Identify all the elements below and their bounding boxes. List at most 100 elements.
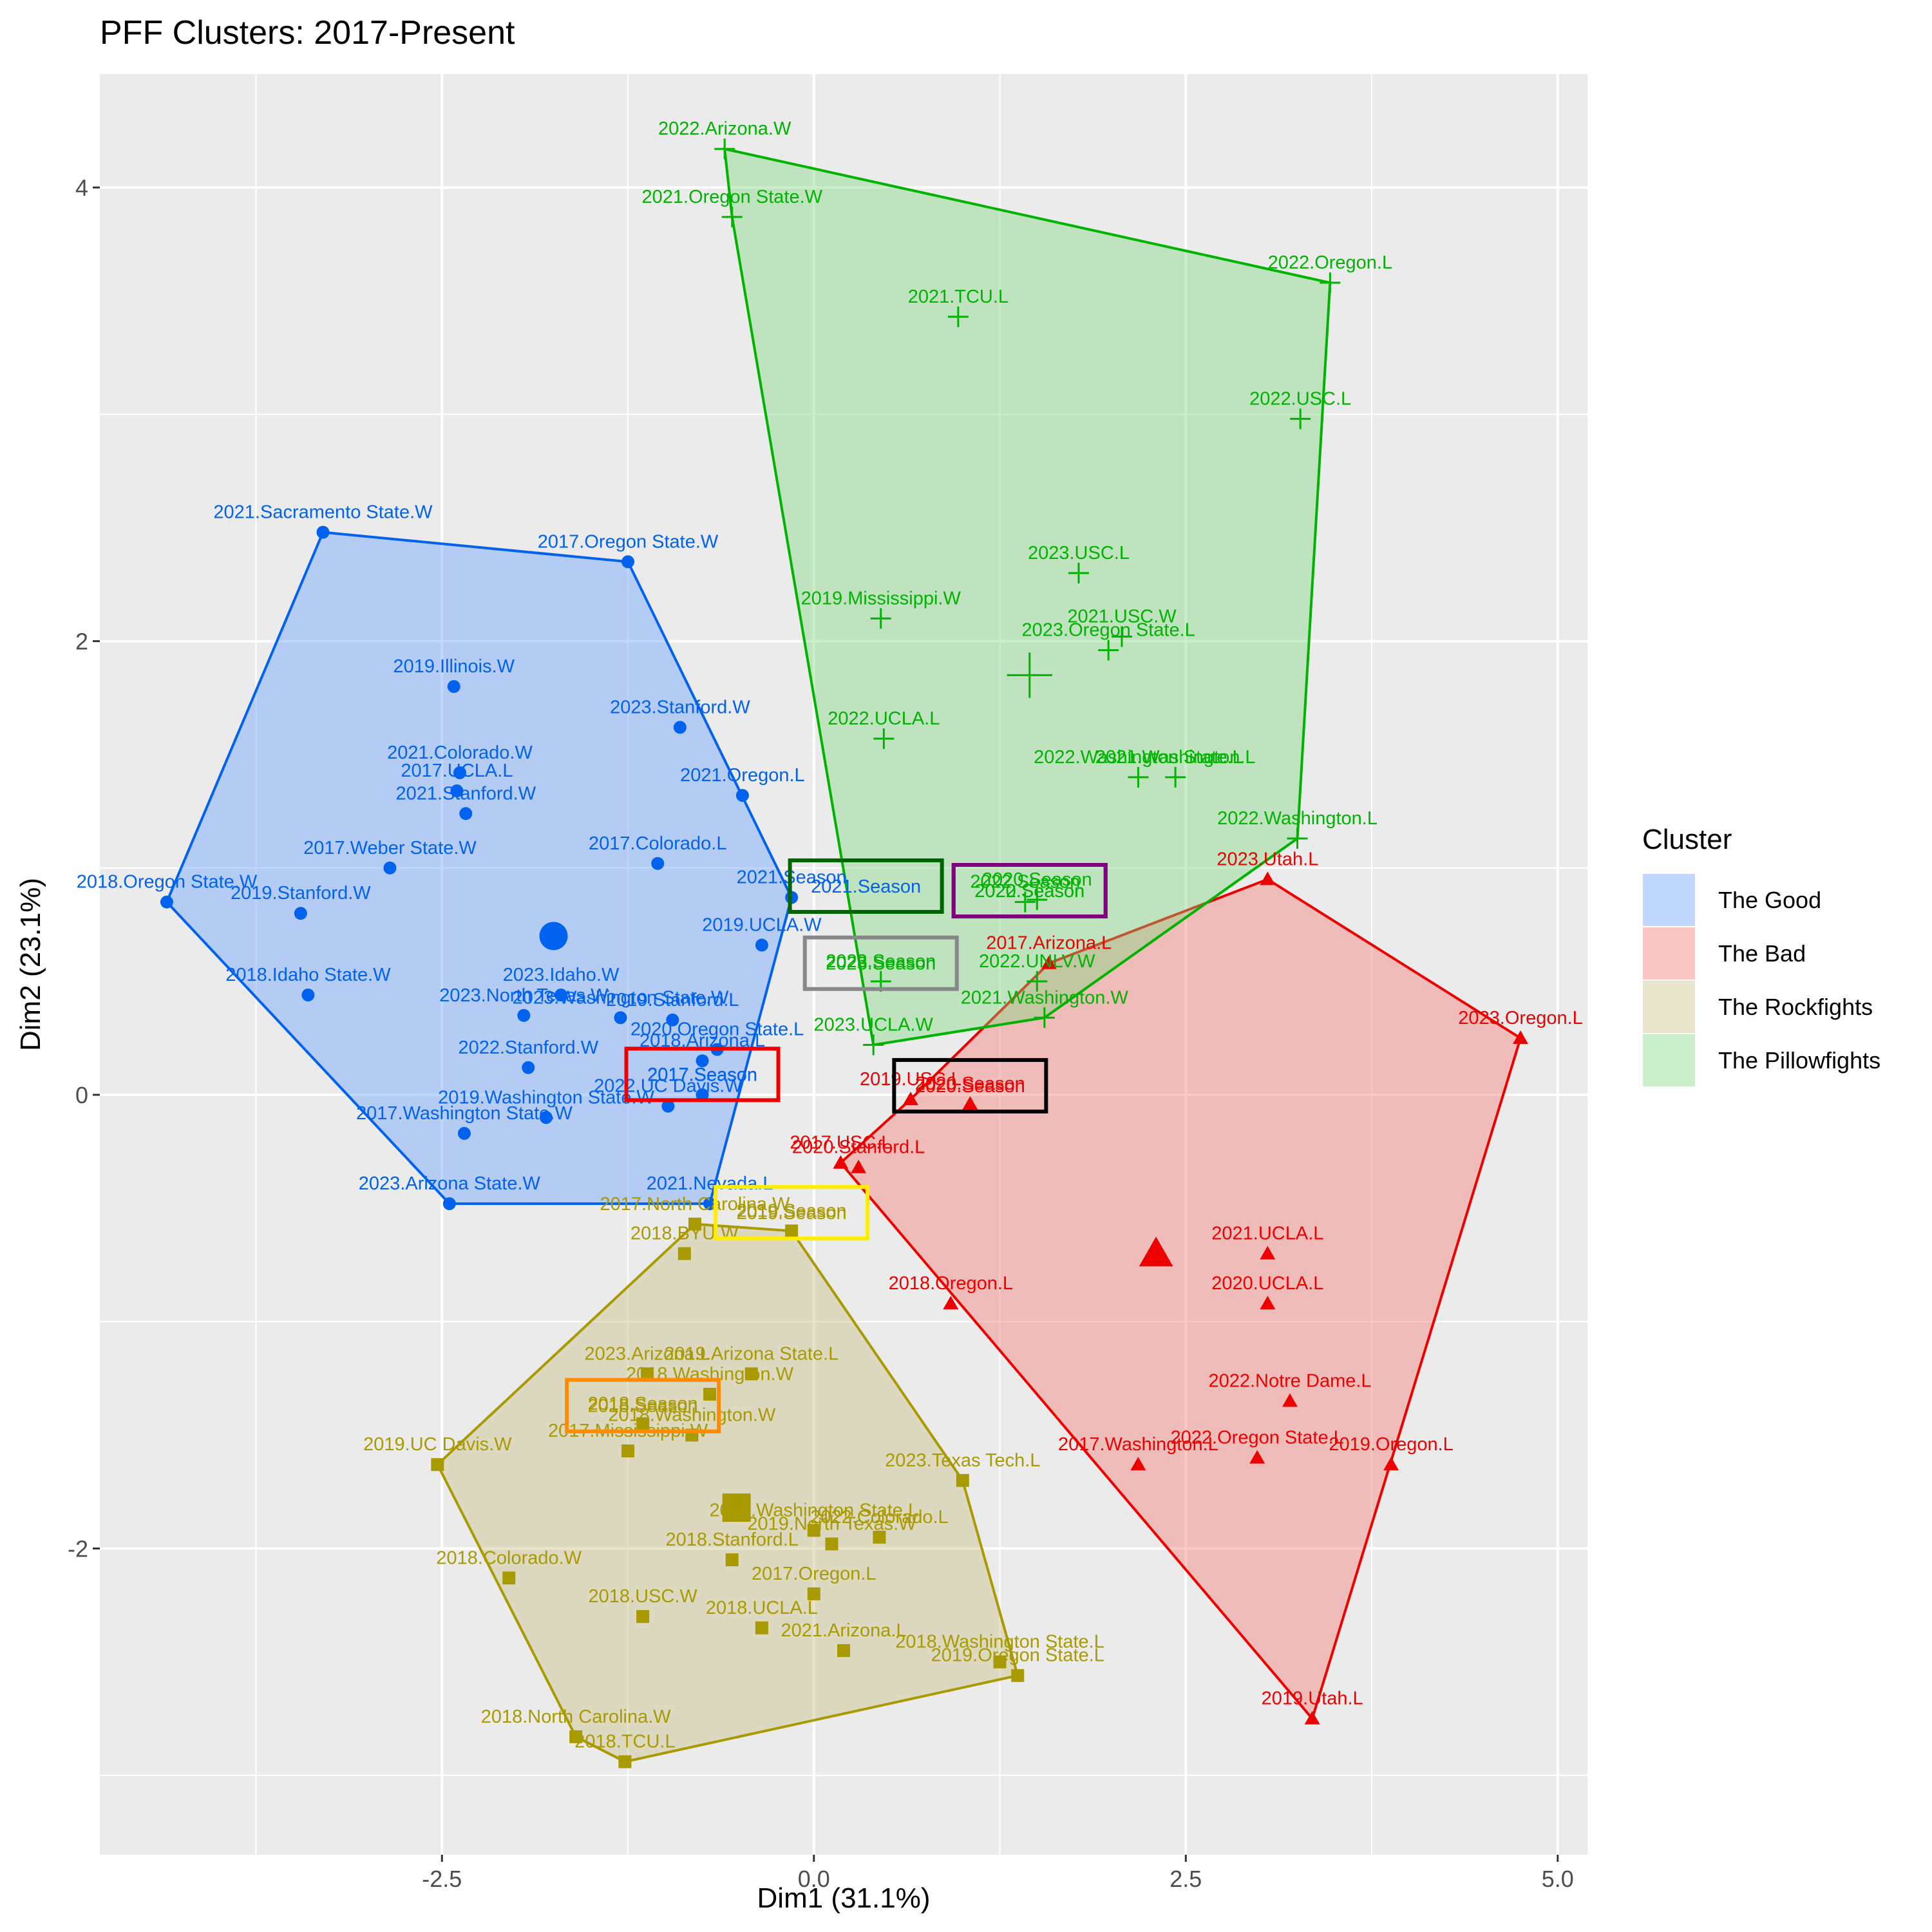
point-marker — [1011, 1669, 1025, 1682]
point-label: 2019.Arizona State.L — [664, 1343, 838, 1364]
point-marker — [721, 206, 743, 227]
point-label: 2022.Washington.L — [1217, 808, 1378, 829]
point-marker — [744, 1367, 758, 1381]
legend-title: Cluster — [1642, 824, 1732, 855]
point-marker — [294, 907, 307, 920]
point-marker — [1383, 1457, 1399, 1471]
point-label: 2017.North Carolina.W — [600, 1194, 791, 1215]
point-label: 2022.UNLV.W — [979, 951, 1095, 972]
point-marker — [755, 1621, 768, 1634]
season-box — [565, 1378, 721, 1434]
point-marker — [431, 1458, 444, 1472]
season-box-label: 2023.Season — [826, 954, 936, 974]
x-tick-label: -2.5 — [422, 1866, 462, 1892]
point-label: 2017.Season — [647, 1065, 757, 1085]
cluster-center-marker — [1007, 652, 1052, 698]
point-label: 2017.USC.L — [790, 1133, 891, 1153]
point-labels: 2021.Sacramento State.W 2017.Oregon State… — [77, 118, 1583, 1752]
grid-lines — [100, 74, 1587, 1855]
point-label: 2022.Season — [970, 872, 1080, 893]
point-label: 2018.Season — [588, 1394, 698, 1414]
point-marker — [540, 1111, 553, 1124]
point-marker — [450, 784, 464, 798]
point-label: 2021.USC.W — [1067, 607, 1177, 627]
season-box — [802, 935, 959, 991]
point-label: 2023.Stanford.W — [610, 697, 750, 717]
legend-key — [1642, 1033, 1696, 1088]
point-marker — [636, 1417, 650, 1430]
point-label: 2021.Nevada.L — [647, 1173, 773, 1194]
point-marker — [554, 989, 568, 1002]
point-marker — [160, 895, 173, 909]
chart-title: PFF Clusters: 2017-Present — [100, 14, 515, 52]
point-label: 2023.North Texas.W — [439, 985, 609, 1006]
season-box — [892, 1057, 1048, 1113]
point-marker — [1260, 1245, 1276, 1260]
point-label: 2023.Arizona State.W — [359, 1173, 541, 1194]
point-label: 2023.Oregon State.L — [1022, 620, 1195, 641]
point-marker — [1027, 889, 1048, 911]
plot-panel: 2021.Sacramento State.W 2017.Oregon State… — [77, 74, 1587, 1855]
point-marker — [863, 1034, 884, 1056]
y-tick-label: 2 — [75, 629, 88, 655]
point-label: 2022.Washington State.L — [1034, 747, 1243, 768]
point-marker — [442, 1197, 456, 1211]
point-label: 2021.Arizona.L — [781, 1620, 906, 1641]
legend-key — [1642, 873, 1696, 927]
point-marker — [1041, 955, 1057, 969]
point-marker — [837, 1643, 850, 1657]
cluster-center-marker — [722, 1493, 751, 1522]
point-label: 2022.Oregon.L — [1268, 252, 1392, 273]
point-label: 2022.Washington State.L — [710, 1500, 919, 1520]
point-label: 2021.Washington.W — [961, 987, 1129, 1008]
point-label: 2022.Arizona.W — [658, 118, 791, 139]
point-marker — [1282, 1393, 1298, 1407]
point-label: 2018.Stanford.L — [666, 1530, 799, 1550]
point-label: 2019.Oregon State.L — [931, 1645, 1104, 1666]
point-marker — [1513, 1030, 1529, 1044]
point-marker — [1130, 1457, 1146, 1471]
legend-entry-label: The Rockfights — [1718, 994, 1873, 1020]
point-marker — [1320, 272, 1341, 294]
point-label: 2020.Season — [915, 1074, 1025, 1094]
point-marker — [569, 1730, 583, 1743]
point-label: 2017.Weber State.W — [303, 838, 477, 858]
point-label: 2020.Oregon State.L — [630, 1019, 804, 1040]
point-marker — [1260, 1296, 1276, 1310]
point-marker — [703, 1387, 717, 1401]
point-marker — [696, 1088, 709, 1102]
cluster-hulls — [165, 147, 1522, 1763]
season-box-label: 2020.Season — [915, 1076, 1025, 1097]
point-label: 2018.Washington State.L — [895, 1632, 1104, 1653]
point-marker — [673, 721, 687, 734]
point-label: 2017.Oregon State.W — [538, 531, 719, 552]
point-marker — [785, 1224, 799, 1238]
point-label: 2019.USC.L — [860, 1069, 961, 1090]
point-label: 2022.UC Davis.W — [594, 1076, 743, 1097]
point-marker — [1128, 766, 1149, 788]
point-marker — [621, 555, 635, 569]
season-box-label: 2020.Season — [974, 881, 1084, 902]
cluster-center-marker — [539, 922, 568, 951]
point-label: 2023.UCLA.W — [814, 1015, 934, 1036]
point-label: 2022.USC.L — [1249, 388, 1351, 409]
point-marker — [993, 1655, 1007, 1669]
point-label: 2018.North Carolina.W — [481, 1707, 672, 1727]
point-label: 2017.Washington State.W — [356, 1103, 573, 1124]
point-label: 2019.Illinois.W — [393, 656, 515, 677]
point-marker — [873, 728, 895, 750]
legend-key — [1642, 926, 1696, 981]
point-label: 2021.UCLA.L — [1211, 1224, 1323, 1244]
point-marker — [1034, 1007, 1055, 1028]
point-marker — [688, 1217, 701, 1231]
point-marker — [1111, 626, 1132, 647]
point-label: 2017.UCLA.L — [401, 761, 513, 781]
point-label: 2020.Stanford.L — [792, 1137, 925, 1158]
point-marker — [661, 1099, 675, 1113]
point-label: 2023.Utah.L — [1217, 849, 1318, 869]
point-marker — [1165, 766, 1186, 788]
point-marker — [714, 138, 735, 160]
point-marker — [851, 1159, 867, 1173]
legend-entry-label: The Bad — [1718, 940, 1806, 967]
x-tick-label: 0.0 — [798, 1866, 830, 1892]
